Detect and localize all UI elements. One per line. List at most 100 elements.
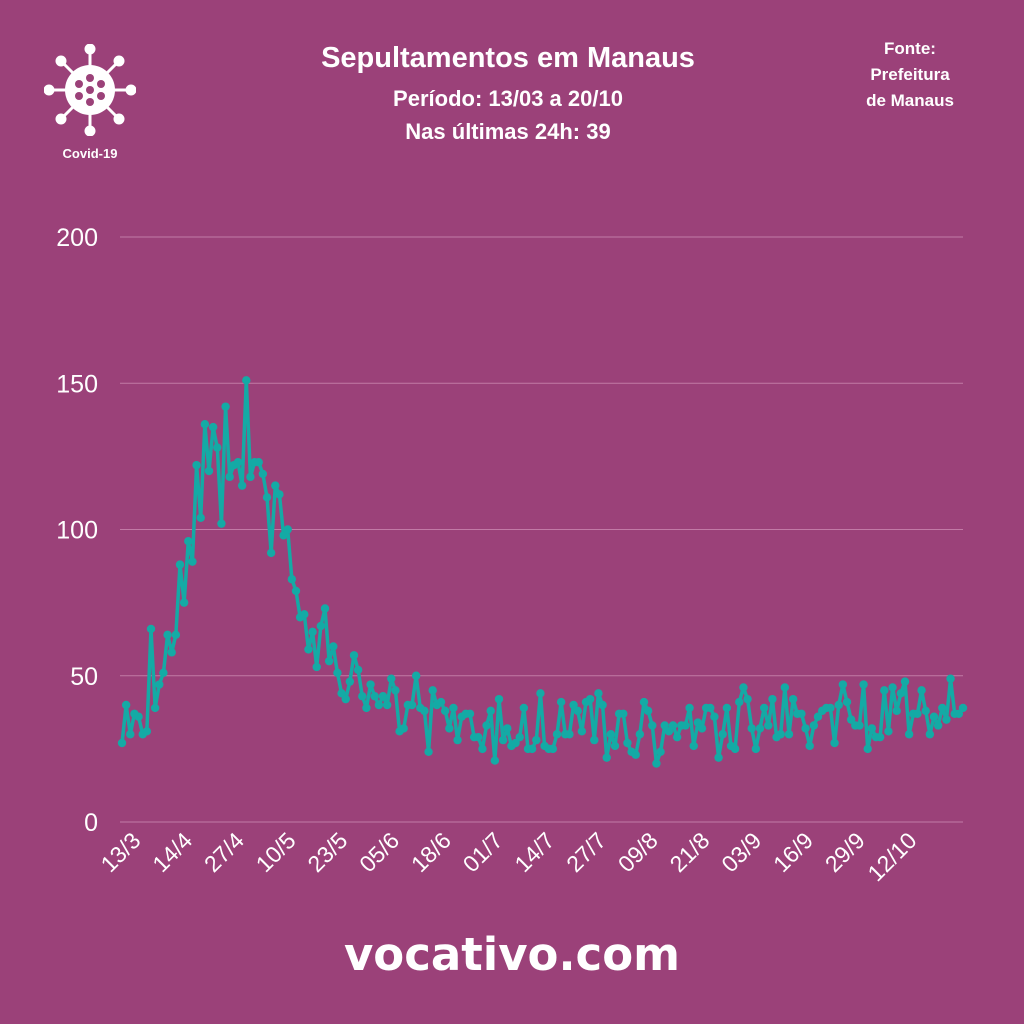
y-tick-label: 150 — [56, 370, 98, 398]
data-point — [254, 458, 263, 467]
x-tick-label: 14/7 — [509, 827, 559, 877]
data-point — [291, 586, 301, 596]
data-point — [706, 703, 715, 713]
data-point — [279, 531, 288, 540]
data-point — [490, 756, 500, 765]
data-point — [784, 730, 794, 739]
data-point — [631, 750, 640, 759]
source-line: Prefeitura — [870, 65, 950, 84]
data-point — [834, 700, 843, 710]
data-point — [262, 493, 272, 502]
data-point — [204, 466, 214, 476]
data-point — [900, 677, 910, 686]
data-point — [552, 730, 562, 739]
data-point — [643, 706, 653, 716]
data-point — [929, 712, 939, 721]
data-point — [735, 697, 744, 707]
data-point — [896, 689, 906, 698]
data-point — [362, 703, 371, 713]
data-point — [474, 732, 483, 742]
x-tick-label: 27/4 — [199, 827, 249, 877]
data-point — [656, 747, 665, 756]
data-point — [436, 697, 446, 707]
data-point — [689, 741, 698, 751]
data-point — [440, 706, 450, 716]
data-point — [826, 703, 835, 713]
data-point — [179, 598, 189, 607]
virus-icon — [44, 44, 136, 136]
data-point — [171, 630, 181, 639]
data-point — [208, 422, 218, 432]
data-point — [946, 674, 955, 683]
data-point — [167, 648, 176, 657]
data-point — [639, 697, 649, 707]
data-point — [569, 700, 578, 710]
data-point — [320, 604, 330, 613]
data-point — [938, 703, 947, 713]
data-point — [805, 741, 814, 751]
data-point — [668, 721, 678, 730]
data-point — [722, 703, 732, 713]
data-point — [577, 727, 587, 736]
data-point — [287, 575, 297, 584]
data-point — [809, 721, 819, 730]
data-point — [329, 642, 338, 651]
x-tick-label: 16/9 — [768, 827, 818, 877]
data-point — [764, 721, 773, 730]
data-point — [324, 656, 334, 666]
last-24h-subtitle: Nas últimas 24h: 39 — [405, 119, 611, 144]
data-point — [196, 513, 205, 522]
data-point — [486, 706, 495, 716]
data-point — [494, 694, 504, 704]
data-point — [308, 627, 317, 637]
data-point — [117, 738, 127, 748]
x-tick-label: 10/5 — [251, 827, 301, 877]
period-subtitle: Período: 13/03 a 20/10 — [393, 86, 623, 111]
data-point — [693, 718, 703, 727]
source-line: de Manaus — [866, 91, 954, 110]
data-point — [585, 694, 595, 704]
data-point — [602, 753, 611, 762]
data-point — [776, 730, 785, 739]
data-point — [842, 697, 852, 707]
data-point — [710, 712, 719, 721]
y-tick-label: 100 — [56, 517, 98, 545]
data-point — [797, 709, 806, 718]
data-point — [341, 694, 350, 704]
data-point — [884, 727, 893, 736]
y-tick-label: 0 — [84, 809, 98, 837]
data-point — [888, 683, 897, 692]
data-point — [855, 721, 864, 730]
data-point — [337, 689, 346, 698]
data-point — [345, 677, 355, 686]
x-tick-label: 14/4 — [147, 827, 197, 877]
data-point — [548, 744, 558, 754]
data-point — [333, 668, 342, 678]
data-point — [664, 727, 674, 736]
data-point — [619, 709, 628, 718]
x-tick-label: 09/8 — [613, 827, 663, 877]
data-point — [942, 715, 951, 724]
x-tick-label: 27/7 — [561, 827, 611, 877]
data-point — [142, 727, 152, 736]
data-point — [556, 697, 566, 707]
data-point — [465, 709, 475, 718]
data-point — [192, 460, 201, 470]
data-point — [697, 724, 707, 733]
data-point — [411, 671, 421, 680]
data-point — [150, 703, 160, 713]
data-point — [863, 744, 872, 754]
data-point — [175, 560, 185, 569]
data-point — [519, 703, 529, 713]
data-point — [515, 732, 524, 742]
y-tick-label: 200 — [56, 224, 98, 252]
brand-footer: vocativo.com — [343, 928, 681, 981]
data-point — [743, 694, 752, 704]
x-tick-label: 21/8 — [665, 827, 715, 877]
data-point — [503, 724, 512, 733]
x-tick-label: 05/6 — [354, 827, 404, 877]
data-point — [184, 537, 193, 546]
data-point — [366, 680, 375, 689]
data-point — [382, 700, 392, 710]
data-point — [233, 458, 243, 467]
